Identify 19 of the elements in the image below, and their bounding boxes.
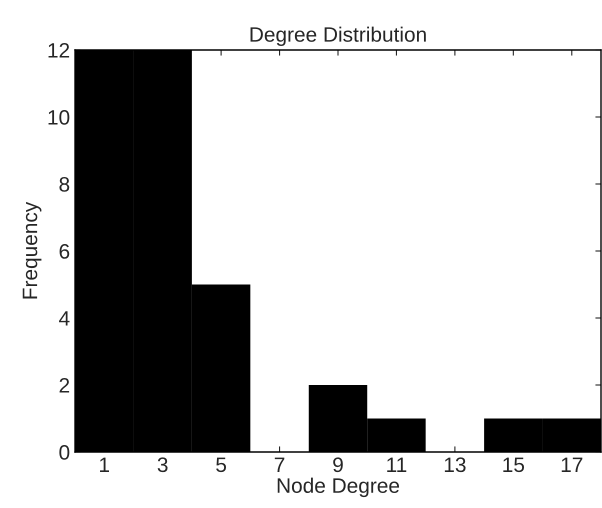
x-tick-label: 11 <box>387 458 406 472</box>
x-tick-label: 3 <box>158 457 168 472</box>
y-axis-title: Frequency <box>22 202 42 298</box>
y-tick-label: 2 <box>60 378 70 393</box>
x-tick-label: 13 <box>444 457 466 472</box>
y-tick-label: 6 <box>60 244 70 259</box>
x-tick-label: 9 <box>333 457 343 472</box>
x-tick-label: 17 <box>562 458 582 472</box>
x-tick-label: 15 <box>503 458 524 472</box>
y-tick-label: 10 <box>48 110 70 125</box>
x-tick-label: 5 <box>216 458 226 472</box>
y-tick-label: 8 <box>59 177 70 192</box>
y-tick-label: 0 <box>59 445 70 460</box>
x-tick-label: 7 <box>274 458 284 472</box>
x-axis-title: Node Degree <box>278 478 400 498</box>
y-tick-label: 4 <box>59 311 70 326</box>
x-tick-label: 1 <box>100 458 109 472</box>
chart-title: Degree Distribution <box>250 26 426 46</box>
y-tick-label: 12 <box>48 43 70 58</box>
